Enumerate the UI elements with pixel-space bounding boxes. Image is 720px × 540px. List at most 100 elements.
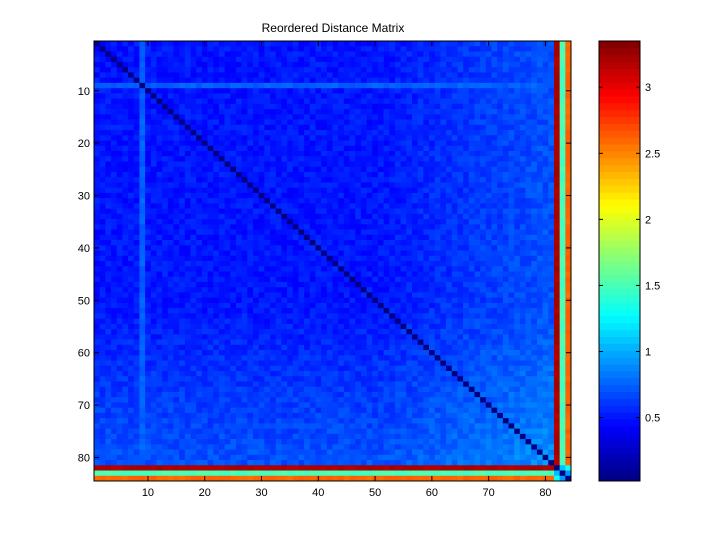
heatmap-cell xyxy=(315,161,322,168)
heatmap-cell xyxy=(338,177,345,183)
heatmap-cell xyxy=(423,344,430,351)
heatmap-cell xyxy=(270,46,277,52)
heatmap-cell xyxy=(218,41,225,47)
heatmap-cell xyxy=(474,161,481,168)
heatmap-cell xyxy=(145,51,152,58)
heatmap-cell xyxy=(321,93,328,99)
heatmap-cell xyxy=(429,114,436,120)
heatmap-cell xyxy=(99,255,106,262)
heatmap-cell xyxy=(508,287,515,293)
heatmap-cell xyxy=(270,302,277,309)
heatmap-cell xyxy=(383,339,390,346)
heatmap-cell xyxy=(531,308,538,314)
heatmap-cell xyxy=(111,88,118,94)
heatmap-cell xyxy=(235,119,242,126)
heatmap-cell xyxy=(167,187,174,194)
heatmap-cell xyxy=(338,46,345,52)
heatmap-cell xyxy=(451,261,458,267)
heatmap-cell xyxy=(190,56,197,63)
heatmap-cell xyxy=(94,344,101,351)
heatmap-cell xyxy=(525,67,532,73)
heatmap-cell xyxy=(372,213,379,220)
heatmap-cell xyxy=(332,266,339,272)
heatmap-cell xyxy=(292,213,299,220)
heatmap-cell xyxy=(553,161,560,168)
heatmap-cell xyxy=(440,224,447,230)
heatmap-cell xyxy=(258,276,265,283)
heatmap-cell xyxy=(417,182,424,189)
heatmap-cell xyxy=(372,103,379,110)
heatmap-cell xyxy=(343,213,350,220)
heatmap-cell xyxy=(480,161,487,168)
heatmap-cell xyxy=(218,281,225,288)
heatmap-cell xyxy=(536,46,543,52)
heatmap-cell xyxy=(167,130,174,136)
heatmap-cell xyxy=(173,224,180,230)
heatmap-cell xyxy=(213,166,220,173)
heatmap-cell xyxy=(559,329,566,335)
heatmap-cell xyxy=(173,323,180,330)
heatmap-cell xyxy=(366,41,373,47)
heatmap-cell xyxy=(99,339,106,346)
heatmap-cell xyxy=(491,98,498,105)
heatmap-cell xyxy=(536,318,543,325)
heatmap-cell xyxy=(349,77,356,84)
heatmap-cell xyxy=(491,308,498,314)
heatmap-cell xyxy=(434,124,441,131)
heatmap-cell xyxy=(491,103,498,110)
heatmap-cell xyxy=(145,177,152,183)
heatmap-cell xyxy=(349,135,356,141)
heatmap-cell xyxy=(315,287,322,293)
heatmap-cell xyxy=(275,98,282,105)
heatmap-cell xyxy=(196,46,203,52)
heatmap-cell xyxy=(94,145,101,152)
heatmap-cell xyxy=(150,213,157,220)
heatmap-cell xyxy=(508,46,515,52)
heatmap-cell xyxy=(139,82,146,89)
heatmap-cell xyxy=(338,61,345,68)
heatmap-cell xyxy=(394,166,401,173)
heatmap-cell xyxy=(423,56,430,63)
heatmap-cell xyxy=(525,177,532,183)
heatmap-cell xyxy=(150,67,157,73)
heatmap-cell xyxy=(377,323,384,330)
heatmap-cell xyxy=(145,219,152,225)
heatmap-cell xyxy=(480,198,487,204)
heatmap-cell xyxy=(531,98,538,105)
heatmap-cell xyxy=(230,318,237,325)
heatmap-cell xyxy=(400,88,407,94)
heatmap-cell xyxy=(116,308,123,314)
heatmap-cell xyxy=(400,297,407,304)
heatmap-cell xyxy=(389,339,396,346)
heatmap-cell xyxy=(457,287,464,293)
heatmap-cell xyxy=(434,261,441,267)
heatmap-cell xyxy=(463,124,470,131)
heatmap-cell xyxy=(485,182,492,189)
heatmap-cell xyxy=(196,250,203,257)
heatmap-cell xyxy=(99,266,106,272)
heatmap-cell xyxy=(440,61,447,68)
heatmap-cell xyxy=(190,198,197,204)
heatmap-cell xyxy=(349,192,356,199)
heatmap-cell xyxy=(360,51,367,58)
heatmap-cell xyxy=(474,213,481,220)
heatmap-cell xyxy=(162,224,169,230)
heatmap-cell xyxy=(162,88,169,94)
heatmap-cell xyxy=(559,292,566,299)
heatmap-cell xyxy=(326,182,333,189)
heatmap-cell xyxy=(338,287,345,293)
heatmap-cell xyxy=(150,88,157,94)
heatmap-cell xyxy=(480,61,487,68)
heatmap-cell xyxy=(287,61,294,68)
heatmap-cell xyxy=(287,119,294,126)
heatmap-cell xyxy=(241,308,248,314)
heatmap-cell xyxy=(156,334,163,340)
heatmap-cell xyxy=(463,261,470,267)
heatmap-cell xyxy=(434,88,441,94)
heatmap-cell xyxy=(224,140,231,147)
heatmap-cell xyxy=(128,297,135,304)
heatmap-cell xyxy=(287,77,294,84)
heatmap-cell xyxy=(497,229,504,236)
heatmap-cell xyxy=(122,318,129,325)
heatmap-cell xyxy=(218,240,225,246)
